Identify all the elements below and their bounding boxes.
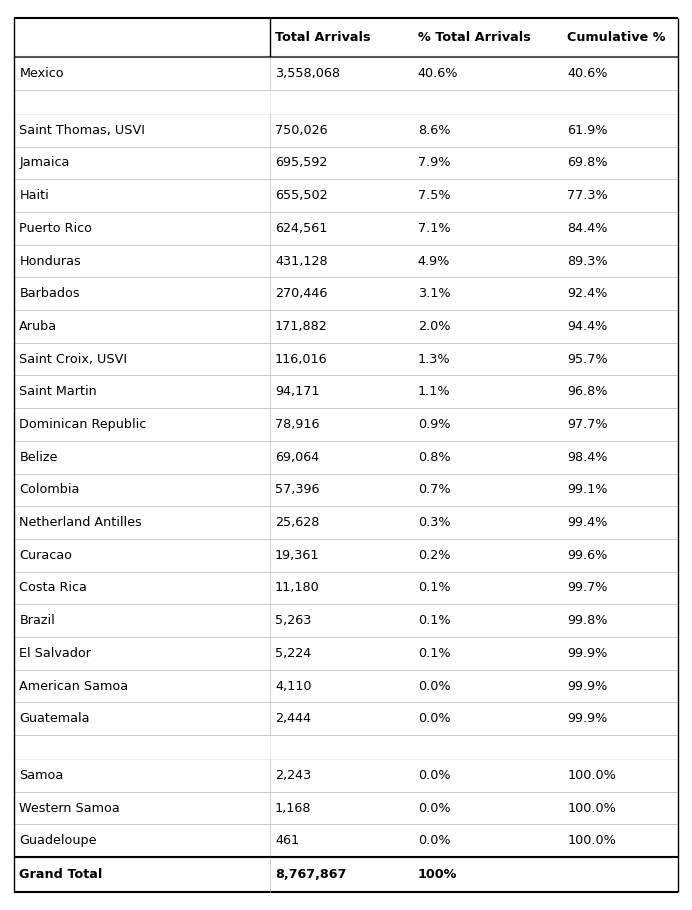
Text: 40.6%: 40.6%: [418, 67, 458, 80]
Text: Cumulative %: Cumulative %: [567, 31, 666, 44]
Text: Western Samoa: Western Samoa: [19, 802, 120, 814]
Text: El Salvador: El Salvador: [19, 647, 91, 660]
Text: Belize: Belize: [19, 450, 57, 464]
Text: 96.8%: 96.8%: [567, 385, 608, 399]
Text: American Samoa: American Samoa: [19, 680, 129, 693]
Text: 4,110: 4,110: [275, 680, 311, 693]
Text: Puerto Rico: Puerto Rico: [19, 222, 92, 235]
Text: 270,446: 270,446: [275, 288, 327, 300]
Text: 0.9%: 0.9%: [418, 418, 450, 431]
Text: 99.8%: 99.8%: [567, 614, 608, 627]
Text: Grand Total: Grand Total: [19, 868, 102, 881]
Text: 89.3%: 89.3%: [567, 255, 608, 268]
Text: 750,026: 750,026: [275, 124, 327, 136]
Text: 7.9%: 7.9%: [418, 157, 450, 169]
Text: 1.1%: 1.1%: [418, 385, 450, 399]
Text: 40.6%: 40.6%: [567, 67, 608, 80]
Text: Saint Croix, USVI: Saint Croix, USVI: [19, 352, 127, 366]
Text: 99.9%: 99.9%: [567, 713, 608, 725]
Text: 99.1%: 99.1%: [567, 483, 608, 496]
Text: % Total Arrivals: % Total Arrivals: [418, 31, 531, 44]
Text: 0.0%: 0.0%: [418, 834, 450, 847]
Text: 2,444: 2,444: [275, 713, 311, 725]
Text: 0.0%: 0.0%: [418, 769, 450, 782]
Text: 11,180: 11,180: [275, 581, 320, 594]
Text: 8,767,867: 8,767,867: [275, 868, 346, 881]
Text: 624,561: 624,561: [275, 222, 327, 235]
Text: Brazil: Brazil: [19, 614, 55, 627]
Text: 171,882: 171,882: [275, 320, 328, 333]
Text: 5,263: 5,263: [275, 614, 311, 627]
Text: 116,016: 116,016: [275, 352, 327, 366]
Text: 0.0%: 0.0%: [418, 802, 450, 814]
Text: 1,168: 1,168: [275, 802, 311, 814]
Text: 69.8%: 69.8%: [567, 157, 608, 169]
Text: 0.1%: 0.1%: [418, 581, 450, 594]
Text: 99.6%: 99.6%: [567, 549, 608, 561]
Text: 100.0%: 100.0%: [567, 769, 616, 782]
Text: Barbados: Barbados: [19, 288, 80, 300]
Text: Guatemala: Guatemala: [19, 713, 90, 725]
Text: 3.1%: 3.1%: [418, 288, 450, 300]
Text: 77.3%: 77.3%: [567, 189, 608, 202]
Text: 2.0%: 2.0%: [418, 320, 450, 333]
Text: 94,171: 94,171: [275, 385, 320, 399]
Text: Honduras: Honduras: [19, 255, 81, 268]
Text: 25,628: 25,628: [275, 516, 319, 529]
Text: 431,128: 431,128: [275, 255, 327, 268]
Text: 95.7%: 95.7%: [567, 352, 608, 366]
Text: 61.9%: 61.9%: [567, 124, 608, 136]
Text: 0.1%: 0.1%: [418, 614, 450, 627]
Text: 2,243: 2,243: [275, 769, 311, 782]
Text: 100%: 100%: [418, 868, 457, 881]
Text: Guadeloupe: Guadeloupe: [19, 834, 97, 847]
Text: 5,224: 5,224: [275, 647, 311, 660]
Text: 3,558,068: 3,558,068: [275, 67, 340, 80]
Text: 1.3%: 1.3%: [418, 352, 450, 366]
Text: 99.9%: 99.9%: [567, 647, 608, 660]
Text: 695,592: 695,592: [275, 157, 327, 169]
Text: 8.6%: 8.6%: [418, 124, 450, 136]
Text: 7.1%: 7.1%: [418, 222, 450, 235]
Text: Saint Thomas, USVI: Saint Thomas, USVI: [19, 124, 145, 136]
Text: 0.3%: 0.3%: [418, 516, 450, 529]
Text: 19,361: 19,361: [275, 549, 320, 561]
Text: 0.0%: 0.0%: [418, 713, 450, 725]
Text: Haiti: Haiti: [19, 189, 49, 202]
Text: Jamaica: Jamaica: [19, 157, 70, 169]
Text: Curacao: Curacao: [19, 549, 72, 561]
Text: 69,064: 69,064: [275, 450, 319, 464]
Text: 0.8%: 0.8%: [418, 450, 450, 464]
Text: Total Arrivals: Total Arrivals: [275, 31, 370, 44]
Text: 57,396: 57,396: [275, 483, 320, 496]
Text: 100.0%: 100.0%: [567, 802, 616, 814]
Text: 0.7%: 0.7%: [418, 483, 450, 496]
Text: 84.4%: 84.4%: [567, 222, 608, 235]
Text: Dominican Republic: Dominican Republic: [19, 418, 147, 431]
Text: Samoa: Samoa: [19, 769, 64, 782]
Text: 99.9%: 99.9%: [567, 680, 608, 693]
Text: 0.2%: 0.2%: [418, 549, 450, 561]
Text: 92.4%: 92.4%: [567, 288, 608, 300]
Text: 94.4%: 94.4%: [567, 320, 608, 333]
Text: 461: 461: [275, 834, 299, 847]
Text: 4.9%: 4.9%: [418, 255, 450, 268]
Text: Mexico: Mexico: [19, 67, 64, 80]
Text: 98.4%: 98.4%: [567, 450, 608, 464]
Text: Colombia: Colombia: [19, 483, 80, 496]
Text: 655,502: 655,502: [275, 189, 327, 202]
Text: 99.4%: 99.4%: [567, 516, 608, 529]
Text: 7.5%: 7.5%: [418, 189, 450, 202]
Text: Aruba: Aruba: [19, 320, 57, 333]
Text: Saint Martin: Saint Martin: [19, 385, 97, 399]
Text: 0.0%: 0.0%: [418, 680, 450, 693]
Text: 100.0%: 100.0%: [567, 834, 616, 847]
Text: 99.7%: 99.7%: [567, 581, 608, 594]
Text: Costa Rica: Costa Rica: [19, 581, 87, 594]
Text: 0.1%: 0.1%: [418, 647, 450, 660]
Text: 97.7%: 97.7%: [567, 418, 608, 431]
Text: 78,916: 78,916: [275, 418, 320, 431]
Text: Netherland Antilles: Netherland Antilles: [19, 516, 142, 529]
